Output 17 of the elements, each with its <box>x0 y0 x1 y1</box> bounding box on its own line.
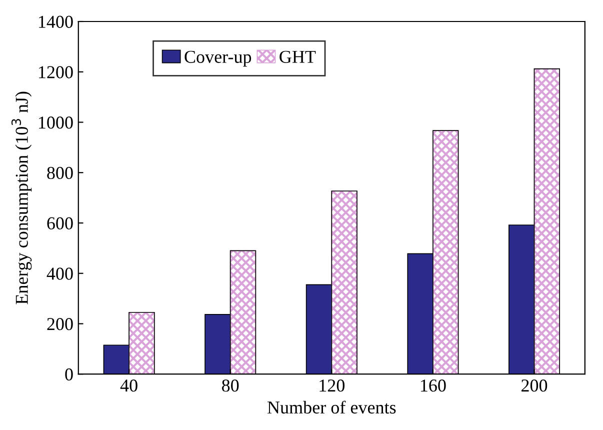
y-tick-label: 1400 <box>39 16 73 28</box>
x-tick-label: 80 <box>222 379 239 392</box>
y-tick-label: 1000 <box>39 116 73 129</box>
x-tick-label: 40 <box>120 379 138 392</box>
x-tick-label: 120 <box>320 379 345 392</box>
y-axis-title: Energy consumption (10$^{3}$ nJ) <box>11 92 32 304</box>
y-tick-label: 600 <box>47 217 73 230</box>
y-tick-label: 0 <box>65 368 73 381</box>
x-tick-label: 160 <box>421 379 446 392</box>
x-tick-label: 200 <box>522 379 548 392</box>
legend-label: Cover-up <box>184 50 252 67</box>
legend-label: GHT <box>280 50 316 63</box>
y-tick-label: 800 <box>47 166 73 180</box>
y-tick-label: 400 <box>46 268 73 280</box>
y-tick-label: 1200 <box>39 66 73 78</box>
x-axis-title: Number of events <box>267 400 396 414</box>
y-tick-label: 200 <box>47 318 73 330</box>
